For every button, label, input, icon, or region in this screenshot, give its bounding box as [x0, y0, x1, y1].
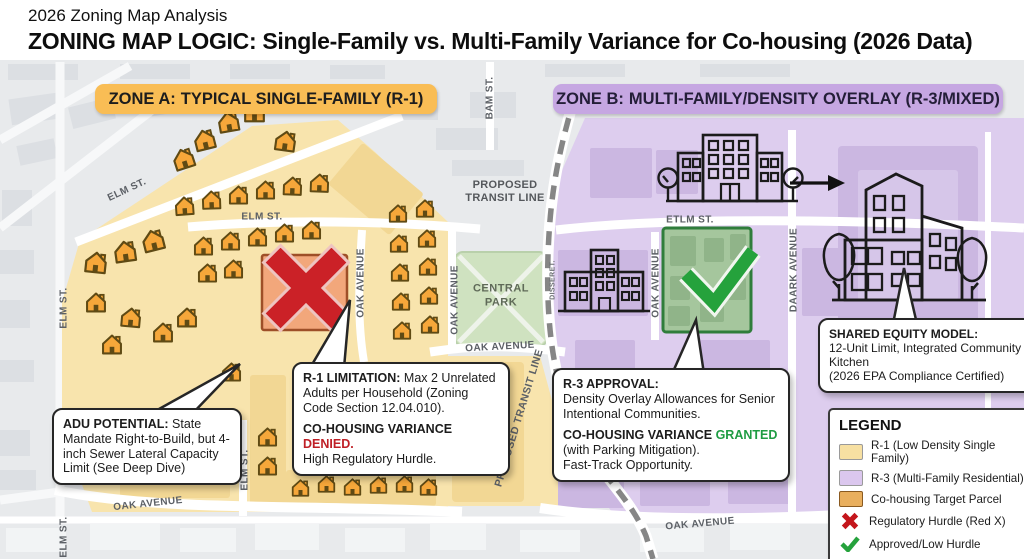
shared-equity-building-icon	[822, 172, 988, 302]
zone-b-label: MULTI-FAMILY/DENSITY OVERLAY (R-3/MIXED)	[628, 89, 1000, 108]
r1-body: Max 2 Unrelated Adults per Household (Zo…	[303, 371, 496, 415]
apartment-building-icon	[657, 133, 804, 203]
r1-title: R-1 LIMITATION:	[303, 371, 404, 385]
green-check-icon	[839, 535, 861, 553]
legend[interactable]: LEGEND R-1 (Low Density Single Family) R…	[828, 408, 1024, 559]
street-label-elm-left: ELM ST.	[58, 287, 70, 329]
r3-variance-label: CO-HOUSING VARIANCE	[563, 428, 716, 443]
r1-footer: High Regulatory Hurdle.	[303, 451, 437, 466]
street-label-daark-avenue: DAARK AVENUE	[788, 227, 800, 313]
legend-item-regulatory-hurdle: Regulatory Hurdle (Red X)	[839, 512, 1024, 530]
adu-body: State Mandate Right-to-Build, but 4-inch…	[63, 417, 230, 476]
zone-b-header[interactable]: ZONE B: MULTI-FAMILY/DENSITY OVERLAY (R-…	[553, 84, 1003, 114]
legend-item-approved: Approved/Low Hurdle	[839, 535, 1024, 553]
adu-title: ADU POTENTIAL:	[63, 417, 173, 431]
r1-variance-label: CO-HOUSING VARIANCE	[303, 422, 453, 437]
legend-item-r3: R-3 (Multi-Family Residential)	[839, 470, 1024, 486]
callout-shared-equity-model[interactable]: SHARED EQUITY MODEL: 12-Unit Limit, Inte…	[818, 318, 1024, 393]
street-label-elm-bottom-left: ELM ST.	[58, 516, 70, 558]
r1-swatch	[839, 444, 863, 460]
approved-parcel-zone-b[interactable]	[661, 226, 753, 334]
street-label-etlm-st: ETLM ST.	[666, 214, 714, 226]
callout-adu-potential[interactable]: ADU POTENTIAL: State Mandate Right-to-Bu…	[52, 408, 242, 485]
tree-icon	[822, 232, 856, 300]
zone-a-header[interactable]: ZONE A: TYPICAL SINGLE-FAMILY (R-1)	[95, 84, 437, 114]
callout-r1-limitation[interactable]: R-1 LIMITATION: Max 2 Unrelated Adults p…	[292, 362, 510, 476]
equity-title: SHARED EQUITY MODEL:	[829, 327, 979, 341]
zone-a-label-bold: ZONE A:	[108, 89, 176, 108]
report-kicker: 2026 Zoning Map Analysis	[28, 6, 228, 25]
legend-title: LEGEND	[839, 417, 902, 434]
street-label-elm-mid: ELM ST.	[241, 211, 283, 223]
r3-mitigation: (with Parking Mitigation).	[563, 443, 700, 457]
tree-icon	[657, 167, 679, 201]
central-park-label: CENTRAL PARK	[472, 282, 530, 308]
cohousing-swatch	[839, 491, 863, 507]
equity-line2: (2026 EPA Compliance Certified)	[829, 369, 1005, 384]
green-check-icon	[679, 245, 761, 318]
r3-variance-status-granted: GRANTED	[715, 428, 778, 443]
equity-line1: 12-Unit Limit, Integrated Community Kitc…	[829, 341, 1022, 370]
arrow-right-icon	[790, 175, 845, 191]
street-label-bam-st: BAM ST.	[484, 76, 496, 120]
r1-variance-status-denied: DENIED.	[303, 437, 354, 451]
callout-r3-approval[interactable]: R-3 APPROVAL: Density Overlay Allowances…	[552, 368, 790, 482]
zone-b-label-bold: ZONE B:	[556, 89, 624, 108]
legend-item-r1: R-1 (Low Density Single Family)	[839, 439, 1024, 465]
legend-item-cohousing: Co-housing Target Parcel	[839, 491, 1024, 507]
proposed-transit-line-note: PROPOSED TRANSIT LINE	[465, 178, 545, 204]
page-title: ZONING MAP LOGIC: Single-Family vs. Mult…	[28, 28, 973, 54]
zone-a-label: TYPICAL SINGLE-FAMILY (R-1)	[180, 89, 424, 108]
tree-icon	[956, 236, 988, 300]
transit-line	[542, 94, 659, 559]
street-label-disseret: DISSERET.	[549, 260, 557, 300]
callout-tails	[145, 267, 919, 416]
r3-title: R-3 APPROVAL:	[563, 377, 659, 391]
street-label-oak-zone-b: OAK AVENUE	[650, 248, 662, 318]
r3-swatch	[839, 470, 863, 486]
street-label-oak-zone-a: OAK AVENUE	[355, 248, 367, 318]
small-apartment-icon	[558, 248, 650, 313]
tree-icon	[782, 167, 804, 201]
r3-footer: Fast-Track Opportunity.	[563, 457, 693, 472]
r3-body: Density Overlay Allowances for Senior In…	[563, 391, 775, 421]
street-label-oak-park-west: OAK AVENUE	[449, 265, 461, 335]
red-x-icon	[839, 512, 861, 530]
